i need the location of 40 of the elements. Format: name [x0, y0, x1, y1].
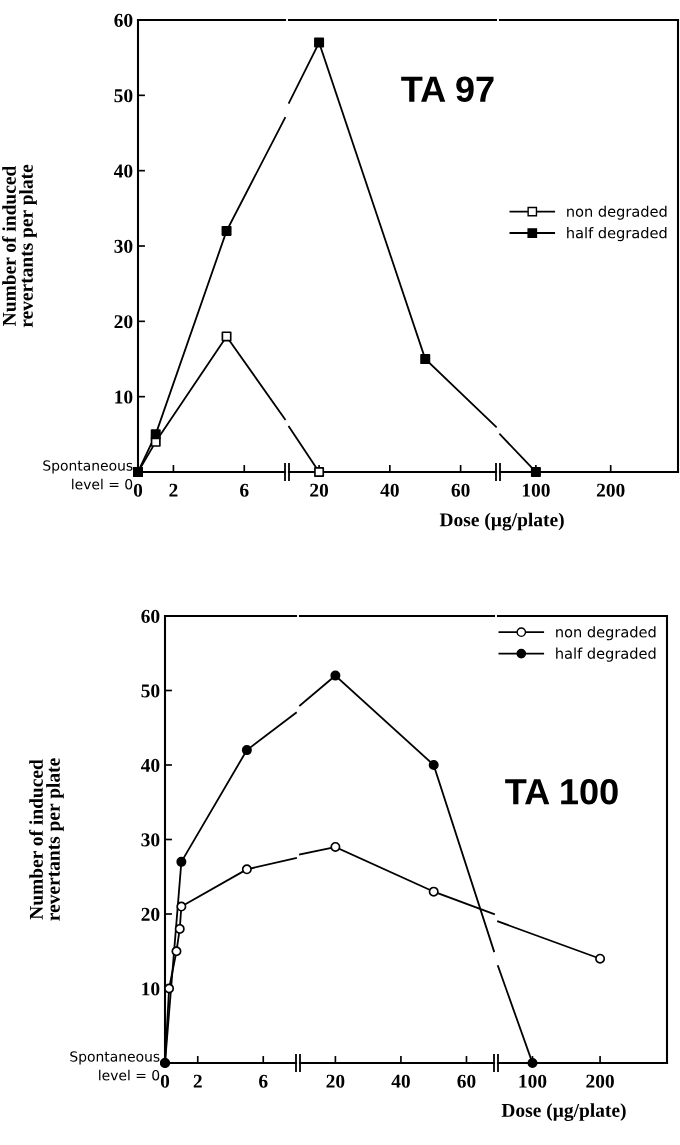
legend-label: non degraded	[556, 626, 656, 641]
x-tick-label: 200	[596, 483, 625, 497]
x-tick-label: 2	[193, 1074, 202, 1088]
y-tick-label: Spontaneous level = 0	[43, 460, 133, 490]
y-tick-label: 60	[114, 13, 133, 27]
y-tick-label: 10	[115, 390, 133, 404]
y-tick-label: 30	[141, 833, 160, 847]
y-tick-label: 10	[142, 982, 160, 996]
x-tick-label: 60	[451, 483, 470, 497]
y-tick-label: 50	[114, 89, 133, 103]
annotation: TA 97	[401, 76, 494, 103]
x-tick-label: 0	[133, 483, 143, 497]
x-tick-label: 2	[169, 483, 178, 497]
x-tick-label: 20	[326, 1074, 345, 1088]
y-tick-label: 20	[114, 315, 133, 329]
x-tick-label: 6	[240, 483, 249, 497]
x-tick-label: 60	[457, 1074, 476, 1088]
y-axis-title: Number of induced revertants per plate	[2, 164, 37, 328]
y-tick-label: 20	[141, 907, 160, 921]
y-tick-label: 30	[114, 239, 133, 253]
y-tick-label: 40	[140, 758, 160, 772]
y-tick-label: 40	[113, 164, 133, 178]
y-tick-label: 60	[141, 609, 160, 623]
x-tick-label: 6	[259, 1074, 268, 1088]
x-tick-label: 100	[519, 1074, 547, 1088]
legend-label: half degraded	[567, 227, 667, 242]
y-axis-title: Number of induced revertants per plate	[29, 758, 64, 921]
x-tick-label: 20	[310, 483, 329, 497]
x-tick-label: 40	[380, 483, 399, 497]
legend-label: half degraded	[556, 647, 656, 662]
x-tick-label: 200	[586, 1074, 614, 1088]
y-tick-label: 50	[141, 684, 160, 698]
x-tick-label: 100	[522, 483, 550, 497]
x-axis-title: Dose (µg/plate)	[501, 1103, 626, 1122]
annotation: TA 100	[505, 778, 618, 805]
x-axis-title: Dose (µg/plate)	[439, 512, 564, 531]
x-tick-label: 0	[160, 1074, 170, 1088]
legend-label: non degraded	[567, 205, 667, 220]
y-tick-label: Spontaneous level = 0	[70, 1051, 160, 1081]
x-tick-label: 40	[391, 1074, 410, 1088]
